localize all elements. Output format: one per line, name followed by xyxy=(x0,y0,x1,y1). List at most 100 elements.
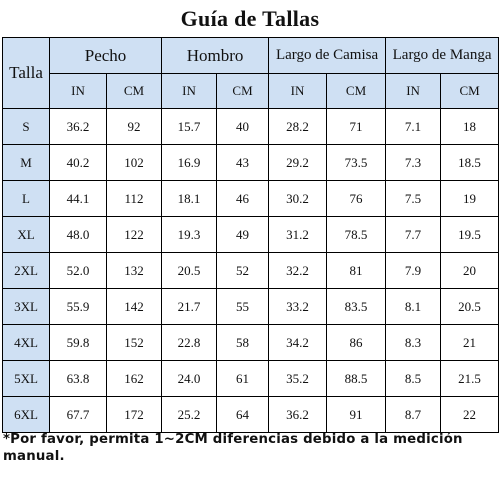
table-cell: 21.5 xyxy=(440,360,500,397)
size-column-header: Talla xyxy=(2,37,50,109)
unit-header-cm: CM xyxy=(326,73,387,109)
unit-header-cm: CM xyxy=(440,73,500,109)
table-cell: 16.9 xyxy=(161,144,218,181)
table-row: S 36.2 92 15.7 40 28.2 71 7.1 18 xyxy=(2,108,500,145)
table-cell: 132 xyxy=(105,252,163,289)
table-cell: 88.5 xyxy=(326,360,387,397)
table-cell: 21 xyxy=(440,324,500,361)
table-cell: 22.8 xyxy=(161,324,218,361)
table-cell: 20 xyxy=(440,252,500,289)
measurement-note: *Por favor, permita 1~2CM diferencias de… xyxy=(3,432,463,464)
table-cell: 8.1 xyxy=(385,288,442,325)
table-cell: 73.5 xyxy=(326,144,387,181)
table-cell: 30.2 xyxy=(268,180,328,217)
table-cell: 8.7 xyxy=(385,396,442,433)
header-row-groups: Talla Pecho Hombro Largo de Camisa Largo… xyxy=(2,37,500,109)
table-cell: 20.5 xyxy=(440,288,500,325)
table-cell: 21.7 xyxy=(161,288,218,325)
table-row: 6XL 67.7 172 25.2 64 36.2 91 8.7 22 xyxy=(2,396,500,433)
table-cell: 67.7 xyxy=(49,396,107,433)
table-cell: 19.5 xyxy=(440,216,500,253)
table-cell: 172 xyxy=(105,396,163,433)
unit-header-in: IN xyxy=(385,73,442,109)
size-label: 2XL xyxy=(2,252,50,289)
table-cell: 162 xyxy=(105,360,163,397)
table-cell: 29.2 xyxy=(268,144,328,181)
table-cell: 7.7 xyxy=(385,216,442,253)
size-label: L xyxy=(2,180,50,217)
table-cell: 71 xyxy=(326,108,387,145)
size-label: M xyxy=(2,144,50,181)
table-cell: 33.2 xyxy=(268,288,328,325)
table-cell: 19.3 xyxy=(161,216,218,253)
table-cell: 52.0 xyxy=(49,252,107,289)
table-cell: 49 xyxy=(216,216,270,253)
table-cell: 15.7 xyxy=(161,108,218,145)
table-row: 4XL 59.8 152 22.8 58 34.2 86 8.3 21 xyxy=(2,324,500,361)
group-header-pecho: Pecho xyxy=(48,37,163,74)
size-label: 3XL xyxy=(2,288,50,325)
table-row: L 44.1 112 18.1 46 30.2 76 7.5 19 xyxy=(2,180,500,217)
table-cell: 44.1 xyxy=(49,180,107,217)
table-cell: 76 xyxy=(326,180,387,217)
table-cell: 86 xyxy=(326,324,387,361)
table-cell: 7.1 xyxy=(385,108,442,145)
table-cell: 58 xyxy=(216,324,270,361)
table-row: XL 48.0 122 19.3 49 31.2 78.5 7.7 19.5 xyxy=(2,216,500,253)
table-cell: 46 xyxy=(216,180,270,217)
table-cell: 35.2 xyxy=(268,360,328,397)
table-cell: 7.3 xyxy=(385,144,442,181)
table-cell: 142 xyxy=(105,288,163,325)
table-cell: 18.1 xyxy=(161,180,218,217)
table-cell: 78.5 xyxy=(326,216,387,253)
table-cell: 102 xyxy=(105,144,163,181)
unit-header-cm: CM xyxy=(105,73,163,109)
group-header-largo-manga: Largo de Manga xyxy=(385,37,500,74)
table-cell: 22 xyxy=(440,396,500,433)
table-cell: 28.2 xyxy=(268,108,328,145)
table-cell: 61 xyxy=(216,360,270,397)
table-cell: 8.3 xyxy=(385,324,442,361)
table-cell: 81 xyxy=(326,252,387,289)
unit-header-in: IN xyxy=(49,73,107,109)
table-cell: 83.5 xyxy=(326,288,387,325)
table-cell: 18 xyxy=(440,108,500,145)
table-row: 5XL 63.8 162 24.0 61 35.2 88.5 8.5 21.5 xyxy=(2,360,500,397)
table-cell: 52 xyxy=(216,252,270,289)
table-cell: 122 xyxy=(105,216,163,253)
unit-header-cm: CM xyxy=(216,73,270,109)
size-label: 5XL xyxy=(2,360,50,397)
table-cell: 92 xyxy=(105,108,163,145)
table-cell: 25.2 xyxy=(161,396,218,433)
size-label: S xyxy=(2,108,50,145)
table-cell: 40 xyxy=(216,108,270,145)
table-cell: 64 xyxy=(216,396,270,433)
header-row-units: IN CM IN CM IN CM IN CM xyxy=(3,73,500,109)
table-row: M 40.2 102 16.9 43 29.2 73.5 7.3 18.5 xyxy=(2,144,500,181)
table-cell: 59.8 xyxy=(49,324,107,361)
table-row: 3XL 55.9 142 21.7 55 33.2 83.5 8.1 20.5 xyxy=(2,288,500,325)
table-cell: 40.2 xyxy=(49,144,107,181)
table-cell: 31.2 xyxy=(268,216,328,253)
table-cell: 18.5 xyxy=(440,144,500,181)
table-cell: 55 xyxy=(216,288,270,325)
table-cell: 32.2 xyxy=(268,252,328,289)
table-cell: 36.2 xyxy=(268,396,328,433)
table-cell: 91 xyxy=(326,396,387,433)
table-cell: 7.5 xyxy=(385,180,442,217)
table-cell: 20.5 xyxy=(161,252,218,289)
table-cell: 112 xyxy=(105,180,163,217)
table-cell: 48.0 xyxy=(49,216,107,253)
unit-header-in: IN xyxy=(268,73,328,109)
table-cell: 19 xyxy=(440,180,500,217)
table-cell: 43 xyxy=(216,144,270,181)
table-row: 2XL 52.0 132 20.5 52 32.2 81 7.9 20 xyxy=(2,252,500,289)
table-cell: 63.8 xyxy=(49,360,107,397)
table-cell: 34.2 xyxy=(268,324,328,361)
table-body: S 36.2 92 15.7 40 28.2 71 7.1 18 M 40.2 102 16.9 43 29… xyxy=(2,108,500,433)
table-cell: 24.0 xyxy=(161,360,218,397)
unit-header-in: IN xyxy=(161,73,218,109)
size-label: 4XL xyxy=(2,324,50,361)
group-header-hombro: Hombro xyxy=(161,37,270,74)
